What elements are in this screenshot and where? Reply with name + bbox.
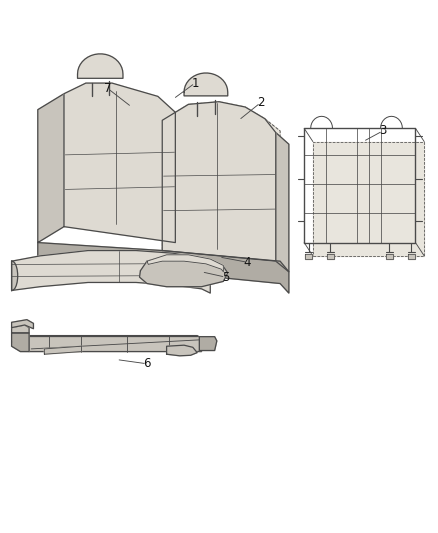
Polygon shape <box>12 333 29 352</box>
Polygon shape <box>44 346 81 354</box>
Polygon shape <box>38 243 289 293</box>
Polygon shape <box>12 251 210 293</box>
Polygon shape <box>276 133 289 272</box>
Text: 5: 5 <box>222 271 229 284</box>
Polygon shape <box>199 337 217 351</box>
Polygon shape <box>12 325 29 333</box>
Text: 3: 3 <box>379 124 386 138</box>
Polygon shape <box>12 320 33 329</box>
Polygon shape <box>313 142 424 256</box>
Polygon shape <box>78 54 123 78</box>
Text: 7: 7 <box>104 82 111 95</box>
Polygon shape <box>162 102 276 261</box>
Polygon shape <box>162 102 280 261</box>
Polygon shape <box>12 261 18 290</box>
Polygon shape <box>184 73 228 96</box>
Polygon shape <box>386 254 393 259</box>
Polygon shape <box>29 336 201 352</box>
Polygon shape <box>147 255 223 272</box>
Polygon shape <box>64 83 175 243</box>
Polygon shape <box>305 254 312 259</box>
Text: 1: 1 <box>191 77 199 90</box>
Polygon shape <box>408 254 415 259</box>
Text: 6: 6 <box>143 357 151 370</box>
Polygon shape <box>166 345 197 356</box>
Polygon shape <box>38 94 64 243</box>
Text: 2: 2 <box>257 96 264 109</box>
Text: 4: 4 <box>244 256 251 269</box>
Polygon shape <box>327 254 334 259</box>
Polygon shape <box>140 256 228 287</box>
